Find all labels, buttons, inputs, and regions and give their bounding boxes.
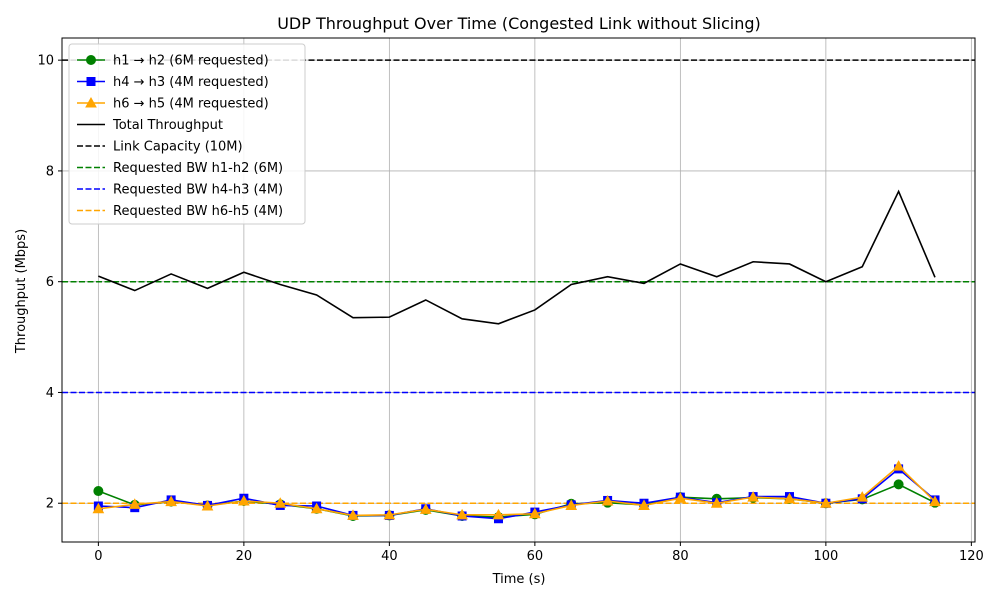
data-point: [86, 77, 96, 86]
series-line: [98, 189, 936, 325]
data-point: [892, 460, 905, 471]
legend-label: Requested BW h6-h5 (4M): [113, 204, 283, 219]
legend-label: Requested BW h1-h2 (6M): [113, 161, 283, 176]
y-axis-title: Throughput (Mbps): [14, 229, 29, 354]
legend-label: Total Throughput: [112, 118, 223, 133]
data-point: [674, 492, 687, 503]
x-tick-label: 20: [236, 549, 253, 564]
data-point: [383, 508, 396, 520]
data-point: [747, 491, 759, 502]
data-point: [601, 494, 614, 506]
data-point: [238, 494, 250, 506]
data-point: [86, 55, 96, 65]
data-point: [274, 497, 287, 508]
data-point: [456, 508, 468, 520]
x-tick-label: 80: [672, 549, 689, 564]
data-point: [165, 495, 177, 507]
y-tick-label: 10: [37, 54, 54, 69]
y-tick-label: 6: [46, 275, 54, 290]
data-point: [893, 479, 904, 490]
legend-label: h1 → h2 (6M requested): [113, 54, 269, 69]
chart-title: UDP Throughput Over Time (Congested Link…: [277, 14, 761, 33]
data-point: [347, 509, 359, 520]
data-point: [929, 495, 941, 507]
data-point: [93, 486, 104, 497]
x-tick-label: 0: [94, 549, 102, 564]
y-tick-label: 8: [46, 164, 54, 179]
data-point: [529, 507, 541, 519]
data-point: [710, 497, 723, 508]
data-point: [128, 498, 141, 509]
plot-frame: [61, 37, 976, 543]
x-tick-label: 40: [381, 549, 398, 564]
axes: 0 20 40 60 80 100 120 2 4 6 8 10: [37, 37, 984, 564]
data-point: [492, 508, 505, 520]
data-point: [310, 502, 323, 514]
y-tick-label: 2: [46, 497, 54, 512]
data-point: [565, 499, 578, 510]
legend-box: [68, 43, 306, 225]
legend-label: Requested BW h4-h3 (4M): [113, 183, 283, 198]
series-lines: [92, 189, 941, 524]
data-point: [638, 499, 650, 510]
legend-label: Link Capacity (10M): [113, 140, 243, 155]
data-point: [92, 502, 105, 514]
x-tick-label: 100: [813, 549, 838, 564]
data-point: [856, 491, 869, 502]
data-point: [419, 503, 432, 514]
x-tick-label: 120: [959, 549, 984, 564]
x-axis-title: Time (s): [492, 572, 546, 587]
data-point: [85, 96, 97, 108]
data-point: [820, 497, 832, 508]
data-point: [201, 499, 214, 511]
legend: h1 → h2 (6M requested) h4 → h3 (4M reques…: [68, 43, 306, 225]
x-tick-label: 60: [527, 549, 544, 564]
data-point: [783, 492, 796, 504]
legend-label: h6 → h5 (4M requested): [113, 97, 269, 112]
y-tick-label: 4: [46, 386, 54, 401]
legend-label: h4 → h3 (4M requested): [113, 75, 269, 90]
series-line: [98, 467, 936, 520]
series-line: [98, 465, 936, 517]
